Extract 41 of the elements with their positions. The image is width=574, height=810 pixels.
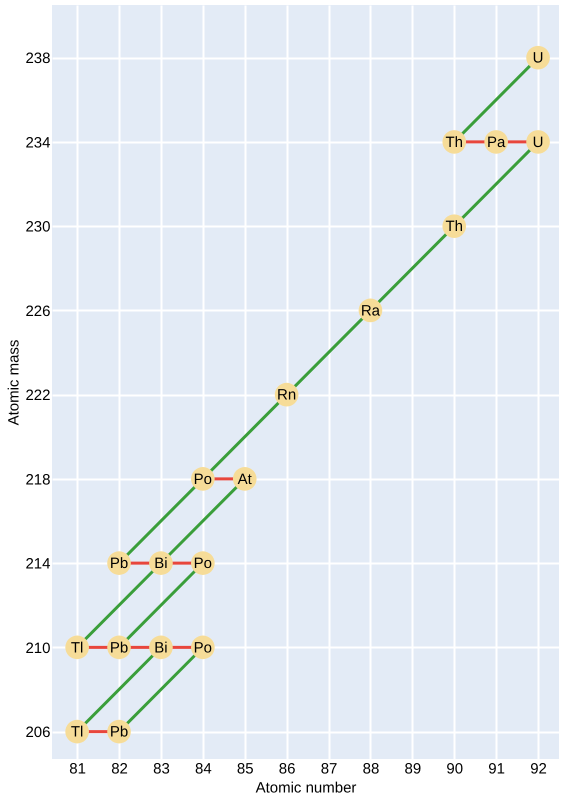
annotation: Tl (70, 724, 84, 741)
annotation: Pb (110, 555, 128, 572)
x-tick-label: 84 (195, 760, 212, 778)
y-axis-title: Atomic mass (5, 340, 22, 426)
annotation: Pb (110, 724, 128, 741)
annotation: Bi (154, 555, 168, 572)
y-tick-label: 230 (25, 218, 50, 236)
annotation: Po (194, 470, 212, 488)
annotation: Pa (486, 134, 506, 151)
annotation: Pb (110, 639, 128, 656)
x-tick-label: 89 (404, 760, 422, 778)
x-axis-title: Atomic number (256, 780, 356, 796)
y-tick-label: 238 (25, 50, 50, 68)
y-tick-label: 206 (25, 724, 50, 742)
y-tick-label: 226 (25, 302, 50, 320)
x-tick-label: 83 (153, 760, 170, 778)
x-tick-label: 85 (236, 760, 254, 778)
annotation: Po (194, 555, 212, 572)
annotation: At (238, 470, 253, 488)
annotation: Th (445, 134, 464, 151)
annotation: Po (194, 639, 212, 656)
annotation: Rn (277, 386, 296, 404)
y-tick-label: 222 (25, 387, 50, 404)
x-tick-label: 87 (320, 760, 338, 778)
y-tick-label: 214 (25, 556, 50, 573)
y-tick-label: 218 (25, 471, 50, 488)
y-tick-label: 210 (25, 640, 50, 657)
x-tick-label: 82 (111, 760, 128, 778)
annotation: Ra (360, 302, 381, 320)
x-tick-label: 91 (488, 760, 505, 778)
x-tick-label: 86 (278, 760, 296, 778)
annotation: Th (445, 218, 464, 236)
x-tick-label: 81 (69, 760, 86, 778)
annotation: Bi (154, 639, 168, 656)
annotation: Tl (70, 639, 84, 656)
x-tick-label: 90 (446, 760, 464, 778)
y-tick-label: 234 (25, 134, 50, 152)
x-tick-label: 88 (362, 760, 380, 778)
x-tick-label: 92 (530, 760, 547, 778)
annotation: U (532, 50, 544, 67)
annotation: U (532, 134, 544, 151)
